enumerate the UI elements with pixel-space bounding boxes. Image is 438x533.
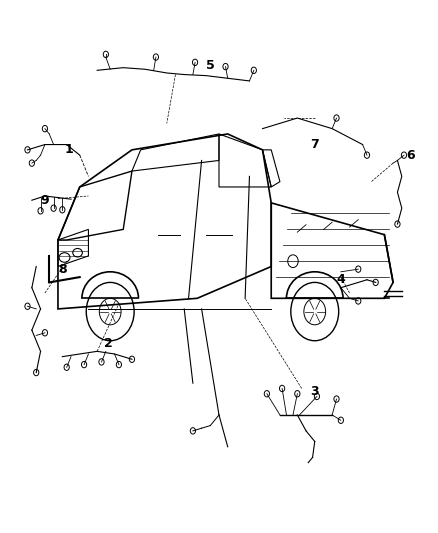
Text: 5: 5 [206,59,215,71]
Text: 8: 8 [58,263,67,276]
Text: 1: 1 [64,143,73,156]
Text: 6: 6 [406,149,415,161]
Text: 7: 7 [311,138,319,151]
Text: 4: 4 [336,273,345,286]
Text: 9: 9 [41,193,49,207]
Text: 2: 2 [104,337,113,350]
Text: 3: 3 [311,385,319,398]
